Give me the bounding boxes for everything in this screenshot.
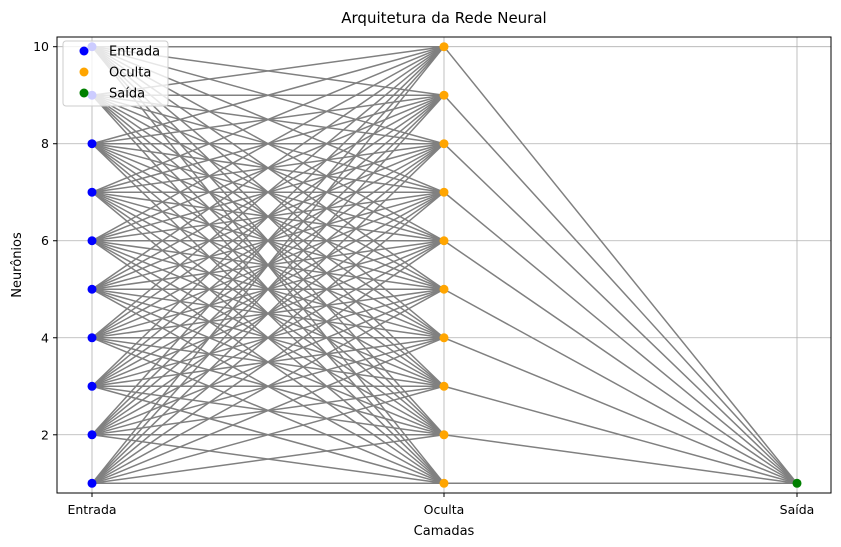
x-tick-label-Saída: Saída xyxy=(780,502,815,517)
point-Oculta-3 xyxy=(439,381,449,391)
legend-marker-Saída xyxy=(79,88,89,98)
connection-Oculta-5-Saída-1 xyxy=(443,288,798,484)
legend-label-Saída: Saída xyxy=(109,87,145,102)
connection-Oculta-9-Saída-1 xyxy=(443,94,798,484)
connection-Entrada-10-Oculta-1 xyxy=(91,46,445,484)
point-Entrada-4 xyxy=(87,333,97,343)
connection-Oculta-4-Saída-1 xyxy=(443,337,798,484)
y-tick-label-6: 6 xyxy=(41,233,49,248)
y-tick-label-8: 8 xyxy=(41,136,49,151)
connection-Oculta-7-Saída-1 xyxy=(443,191,798,484)
connection-Oculta-6-Saída-1 xyxy=(443,240,798,484)
x-tick-label-Entrada: Entrada xyxy=(67,502,116,517)
point-Oculta-7 xyxy=(439,187,449,197)
connection-Entrada-4-Oculta-1 xyxy=(91,337,445,484)
legend-label-Entrada: Entrada xyxy=(109,45,160,60)
connection-Oculta-3-Saída-1 xyxy=(443,385,798,485)
y-axis-label: Neurônios xyxy=(10,232,25,298)
point-Entrada-5 xyxy=(87,284,97,294)
legend-marker-Oculta xyxy=(79,67,89,77)
x-axis-ticks: Entrada Oculta Saída xyxy=(67,493,814,517)
point-Oculta-2 xyxy=(439,430,449,440)
point-Entrada-8 xyxy=(87,139,97,149)
point-Oculta-6 xyxy=(439,236,449,246)
point-Oculta-10 xyxy=(439,42,449,52)
connection-Entrada-9-Oculta-1 xyxy=(91,94,445,484)
connection-Entrada-6-Oculta-1 xyxy=(91,240,445,484)
y-tick-label-4: 4 xyxy=(41,330,49,345)
x-tick-label-Oculta: Oculta xyxy=(424,502,465,517)
chart-title: Arquitetura da Rede Neural xyxy=(341,9,546,27)
point-Entrada-2 xyxy=(87,430,97,440)
point-Oculta-8 xyxy=(439,139,449,149)
connection-Entrada-2-Oculta-1 xyxy=(91,434,445,485)
y-tick-label-10: 10 xyxy=(33,39,49,54)
point-Entrada-6 xyxy=(87,236,97,246)
point-Oculta-9 xyxy=(439,90,449,100)
point-Saída-1 xyxy=(792,478,802,488)
legend-box xyxy=(62,40,169,107)
point-Entrada-1 xyxy=(87,478,97,488)
connection-Oculta-8-Saída-1 xyxy=(443,143,798,484)
point-Entrada-3 xyxy=(87,381,97,391)
connection-Entrada-7-Oculta-1 xyxy=(91,191,445,484)
points xyxy=(87,42,802,488)
x-axis-label: Camadas xyxy=(414,524,475,539)
connection-Entrada-10-Oculta-2 xyxy=(91,46,445,436)
legend-label-Oculta: Oculta xyxy=(109,66,151,81)
connection-Oculta-10-Saída-1 xyxy=(443,46,798,484)
point-Oculta-4 xyxy=(439,333,449,343)
point-Oculta-1 xyxy=(439,478,449,488)
y-tick-label-2: 2 xyxy=(41,427,49,442)
legend-marker-Entrada xyxy=(79,46,89,56)
point-Entrada-7 xyxy=(87,187,97,197)
point-Oculta-5 xyxy=(439,284,449,294)
legend: Entrada Oculta Saída xyxy=(62,40,169,107)
y-axis-ticks: 2 4 6 8 10 xyxy=(33,39,57,442)
connection-Entrada-5-Oculta-1 xyxy=(91,288,445,484)
connection-Entrada-8-Oculta-1 xyxy=(91,143,445,484)
connection-Entrada-3-Oculta-1 xyxy=(91,385,445,485)
connection-Oculta-2-Saída-1 xyxy=(443,434,798,485)
